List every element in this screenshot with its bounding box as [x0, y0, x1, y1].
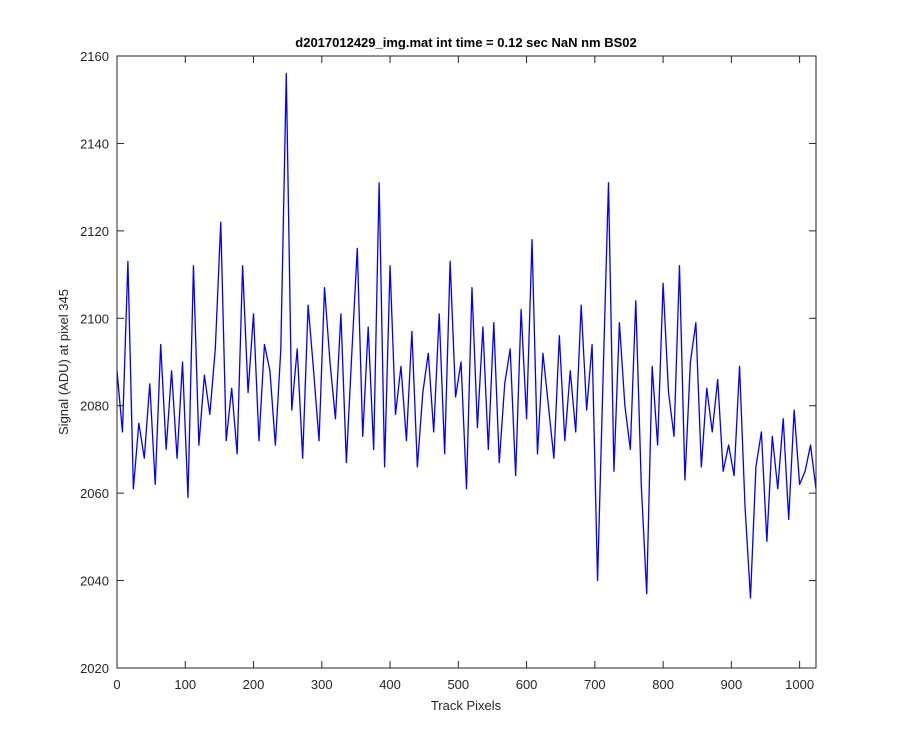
- x-tick-label: 800: [652, 677, 674, 692]
- y-axis-title: Signal (ADU) at pixel 345: [56, 289, 71, 435]
- x-tick-label: 0: [113, 677, 120, 692]
- y-tick-label: 2120: [80, 224, 109, 239]
- y-tick-label: 2060: [80, 486, 109, 501]
- plot-frame: [116, 55, 817, 669]
- y-tick-label: 2040: [80, 574, 109, 589]
- x-tick-label: 900: [721, 677, 743, 692]
- chart-title: d2017012429_img.mat int time = 0.12 sec …: [295, 35, 636, 50]
- x-axis-title: Track Pixels: [431, 698, 502, 713]
- x-tick-label: 500: [447, 677, 469, 692]
- y-tick-label: 2080: [80, 399, 109, 414]
- y-tick-label: 2160: [80, 49, 109, 64]
- x-tick-label: 1000: [785, 677, 814, 692]
- y-tick-label: 2020: [80, 661, 109, 676]
- ticks-layer: 0 100 200 300 400 500 600 700 800 900 1000 2020 2040…: [80, 49, 816, 692]
- x-tick-label: 400: [379, 677, 401, 692]
- y-tick-label: 2140: [80, 136, 109, 151]
- series-line-0: [116, 72, 817, 599]
- plot-background: [117, 56, 816, 668]
- x-tick-label: 200: [243, 677, 265, 692]
- x-tick-label: 100: [174, 677, 196, 692]
- series-layer: [116, 72, 817, 599]
- x-tick-label: 600: [516, 677, 538, 692]
- x-tick-label: 700: [584, 677, 606, 692]
- x-tick-label: 300: [311, 677, 333, 692]
- y-tick-label: 2100: [80, 311, 109, 326]
